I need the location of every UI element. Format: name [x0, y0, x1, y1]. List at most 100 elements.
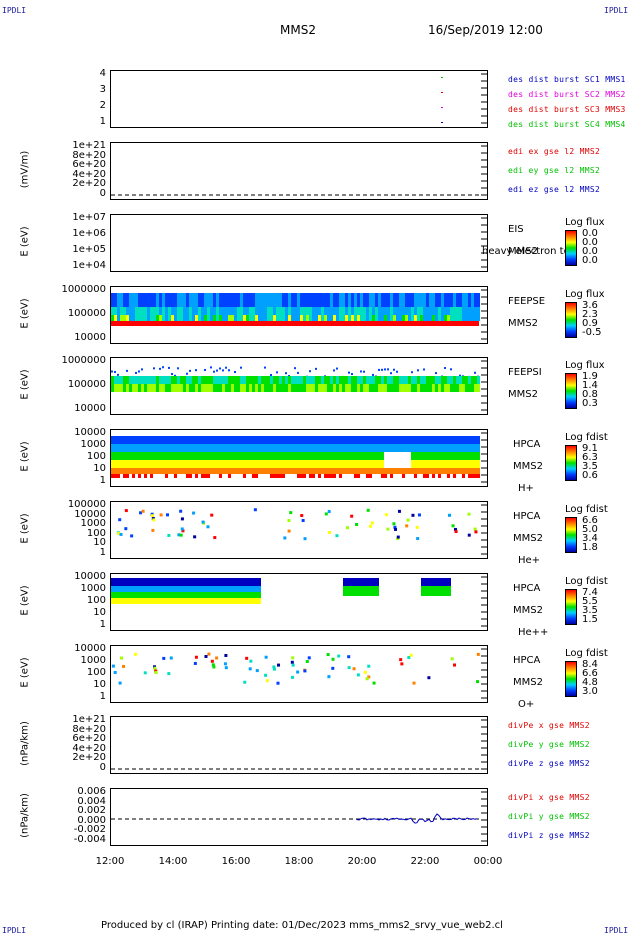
- spec-cell: [420, 307, 423, 321]
- spec-cell: [312, 452, 315, 460]
- spec-cell: [336, 307, 339, 321]
- spec-cell: [279, 444, 282, 452]
- spec-cell: [194, 655, 198, 659]
- spec-cell: [219, 468, 222, 474]
- spec-cell: [273, 468, 276, 474]
- spec-cell: [204, 586, 207, 592]
- spec-cell: [231, 452, 234, 460]
- spec-cell: [240, 592, 243, 598]
- spec-cell: [243, 444, 246, 452]
- spec-cell: [387, 468, 390, 474]
- spec-cell: [213, 376, 216, 384]
- y-tick-label: 100: [86, 527, 106, 539]
- spec-cell: [369, 293, 372, 307]
- spec-cell: [474, 376, 477, 384]
- spec-cell: [186, 436, 189, 444]
- spec-cell: [153, 666, 157, 670]
- spec-cell: [143, 671, 147, 675]
- spec-cell: [126, 474, 129, 478]
- spec-cell: [444, 444, 447, 452]
- spec-cell: [204, 654, 208, 658]
- spec-cell: [118, 681, 122, 685]
- spec-cell: [297, 460, 300, 468]
- spec-cell: [237, 592, 240, 598]
- colorbar-tick: 6.6: [582, 668, 598, 679]
- y-tick-label: 0: [99, 762, 106, 773]
- spec-cell: [471, 436, 474, 444]
- spec-cell: [183, 578, 186, 586]
- spec-cell: [412, 681, 416, 685]
- spec-cell: [468, 436, 471, 444]
- spec-cell: [429, 452, 432, 460]
- spec-cell: [168, 452, 171, 460]
- spec-cell: [174, 474, 177, 478]
- spec-cell: [357, 444, 360, 452]
- spec-cell: [291, 656, 295, 660]
- spec-cell: [186, 460, 189, 468]
- spec-cell: [297, 384, 300, 392]
- spec-cell: [336, 384, 339, 392]
- spec-cell: [156, 460, 159, 468]
- spec-cell: [279, 293, 282, 307]
- spec-cell: [414, 293, 417, 307]
- panel-feepse: [110, 286, 488, 344]
- spec-cell: [213, 384, 216, 392]
- spec-cell: [309, 384, 312, 392]
- spec-cell: [447, 452, 450, 460]
- spec-cell: [234, 586, 237, 592]
- spec-cell: [126, 315, 129, 321]
- y-tick-label: 0.002: [77, 805, 106, 817]
- spec-cell: [210, 452, 213, 460]
- plot-area: [481, 217, 487, 268]
- spec-cell: [366, 384, 369, 392]
- spec-cell: [237, 460, 240, 468]
- spec-cell: [427, 676, 431, 680]
- spec-cell: [367, 586, 370, 596]
- spec-cell: [144, 586, 147, 592]
- colorbar-tick: 0.8: [582, 389, 598, 400]
- spec-cell: [237, 452, 240, 460]
- spec-cell: [228, 460, 231, 468]
- spec-cell: [177, 460, 180, 468]
- legend-entry: divPi y gse MMS2: [508, 812, 590, 821]
- spec-cell: [231, 444, 234, 452]
- spec-cell: [471, 452, 474, 460]
- spec-cell: [237, 444, 240, 452]
- spec-cell: [414, 468, 417, 474]
- spec-cell: [331, 666, 335, 670]
- spec-cell: [456, 468, 459, 474]
- spec-cell: [435, 444, 438, 452]
- spec-cell: [168, 586, 171, 592]
- spec-cell: [132, 444, 135, 452]
- spec-cell: [435, 293, 438, 307]
- spec-cell: [347, 666, 351, 670]
- spec-cell: [366, 474, 369, 478]
- spec-cell: [300, 307, 303, 321]
- spec-cell: [300, 444, 303, 452]
- spec-cell: [291, 436, 294, 444]
- spec-cell: [276, 452, 279, 460]
- spec-cell: [450, 657, 454, 661]
- spec-cell: [361, 578, 364, 586]
- spec-cell: [337, 654, 341, 658]
- spec-cell: [159, 444, 162, 452]
- spec-cell: [177, 598, 180, 604]
- spec-cell: [427, 586, 430, 596]
- spec-cell: [279, 436, 282, 444]
- spec-cell: [258, 307, 261, 321]
- spec-cell: [339, 293, 342, 307]
- panel-side-label: FEEPSE: [508, 296, 546, 307]
- spec-cell: [345, 468, 348, 474]
- spec-cell: [207, 307, 210, 321]
- spec-cell: [375, 452, 378, 460]
- spec-cell: [477, 468, 480, 474]
- spec-cell: [390, 307, 393, 321]
- colorbar-tick: 0.0: [582, 255, 598, 266]
- spec-cell: [129, 578, 132, 586]
- spec-cell: [159, 384, 162, 392]
- spec-cell: [324, 307, 327, 321]
- spec-cell: [390, 372, 392, 375]
- spec-cell: [372, 307, 375, 321]
- spec-cell: [291, 307, 294, 321]
- spec-cell: [225, 460, 228, 468]
